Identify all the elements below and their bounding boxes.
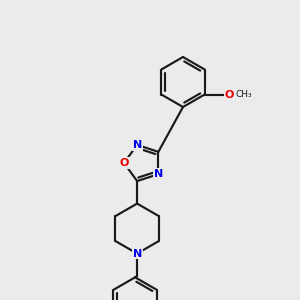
Text: N: N bbox=[133, 249, 142, 259]
Text: N: N bbox=[154, 169, 163, 179]
Text: O: O bbox=[224, 89, 234, 100]
Text: O: O bbox=[119, 158, 129, 168]
Text: N: N bbox=[133, 140, 142, 150]
Text: CH₃: CH₃ bbox=[235, 90, 252, 99]
